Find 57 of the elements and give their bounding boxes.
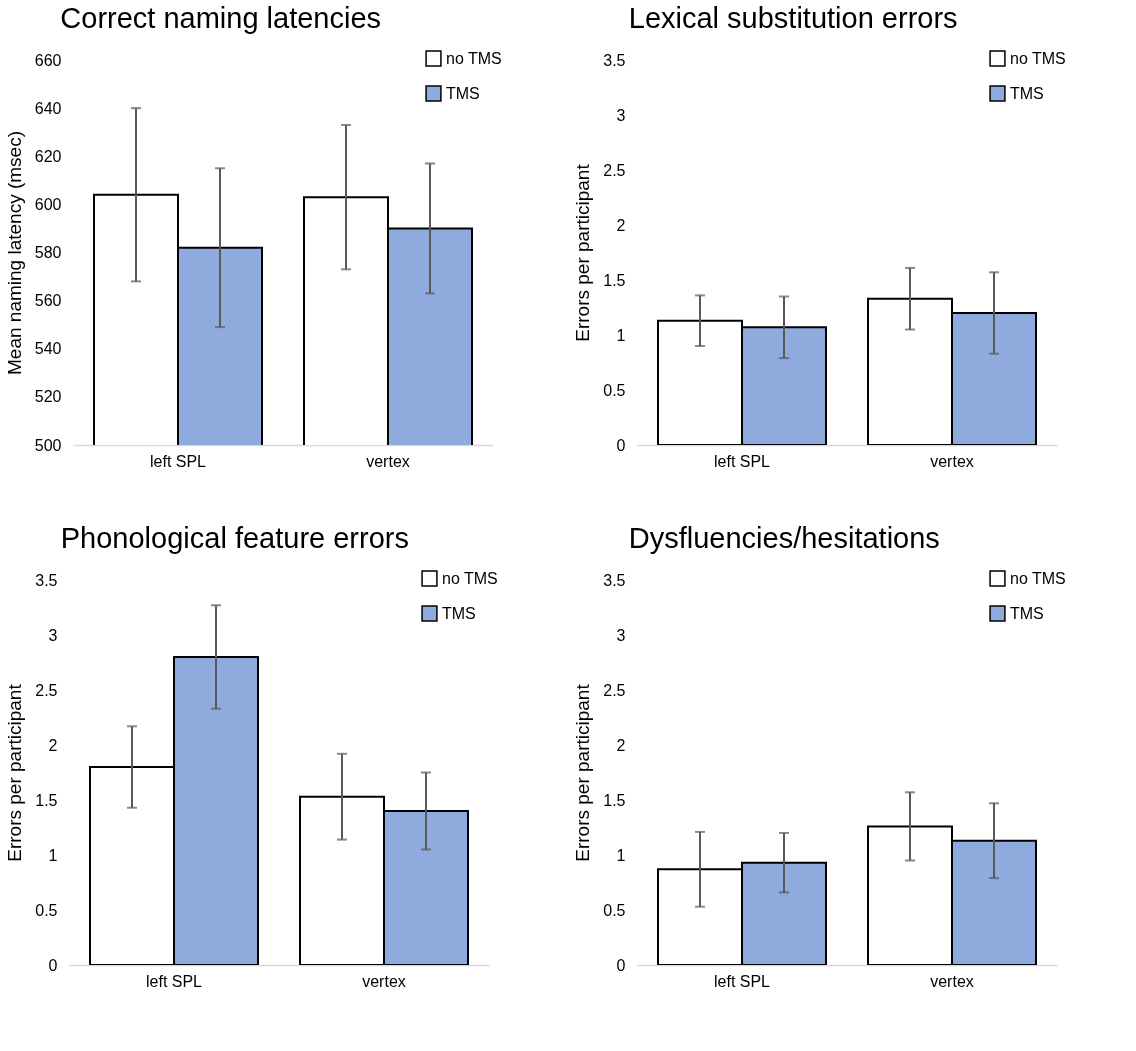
y-tick-label: 2.5 [35, 681, 58, 699]
chart-title: Phonological feature errors [60, 522, 409, 554]
y-tick-label: 3.5 [603, 51, 626, 69]
y-tick-label: 0 [616, 956, 626, 974]
legend-label: TMS [1010, 604, 1044, 622]
y-tick-label: 3 [616, 106, 626, 124]
y-tick-label: 500 [34, 436, 62, 454]
y-tick-label: 1.5 [603, 271, 626, 289]
y-tick-label: 640 [34, 99, 62, 117]
y-tick-label: 0 [616, 436, 626, 454]
y-tick-label: 2 [48, 736, 58, 754]
x-tick-label: left SPL [145, 972, 203, 990]
x-tick-label: vertex [366, 452, 410, 470]
y-tick-label: 560 [34, 292, 62, 310]
y-tick-label: 3 [616, 626, 626, 644]
x-tick-label: vertex [930, 452, 974, 470]
y-tick-label: 0 [48, 956, 58, 974]
legend-label: no TMS [446, 49, 502, 67]
y-axis-title: Errors per participant [572, 163, 594, 342]
y-tick-label: 2 [616, 736, 626, 754]
y-tick-label: 600 [34, 195, 62, 213]
y-axis-title: Errors per participant [572, 683, 594, 862]
x-tick-label: left SPL [713, 452, 771, 470]
y-tick-label: 580 [34, 244, 62, 261]
y-axis-title: Mean naming latency (msec) [3, 131, 25, 375]
y-tick-label: 520 [34, 388, 62, 406]
legend-label: no TMS [1010, 49, 1066, 67]
chart-title: Lexical substitution errors [628, 2, 958, 34]
y-tick-label: 620 [34, 147, 62, 165]
y-tick-label: 3.5 [35, 571, 58, 589]
y-tick-label: 1 [48, 846, 58, 864]
y-tick-label: 2 [616, 216, 626, 234]
legend-label: no TMS [442, 569, 498, 587]
y-tick-label: 3.5 [603, 571, 626, 589]
y-tick-label: 3 [48, 626, 58, 644]
x-tick-label: left SPL [149, 452, 207, 470]
y-tick-label: 540 [34, 340, 62, 358]
chart-title: Dysfluencies/hesitations [628, 522, 940, 554]
x-tick-label: vertex [930, 972, 974, 990]
y-tick-label: 2.5 [603, 681, 626, 699]
legend-label: no TMS [1010, 569, 1066, 587]
y-tick-label: 0.5 [35, 901, 58, 919]
y-tick-label: 1.5 [35, 791, 58, 809]
x-tick-label: left SPL [713, 972, 771, 990]
y-tick-label: 0.5 [603, 381, 626, 399]
y-axis-title: Errors per participant [4, 683, 26, 862]
y-tick-label: 1 [616, 846, 626, 864]
legend-label: TMS [442, 604, 476, 622]
legend-label: TMS [446, 84, 480, 102]
y-tick-label: 0.5 [603, 901, 626, 919]
y-tick-label: 2.5 [603, 161, 626, 179]
chart-title: Correct naming latencies [60, 2, 382, 34]
y-tick-label: 1.5 [603, 791, 626, 809]
y-tick-label: 1 [616, 326, 626, 344]
legend-label: TMS [1010, 84, 1044, 102]
y-tick-label: 660 [34, 51, 62, 69]
x-tick-label: vertex [362, 972, 406, 990]
